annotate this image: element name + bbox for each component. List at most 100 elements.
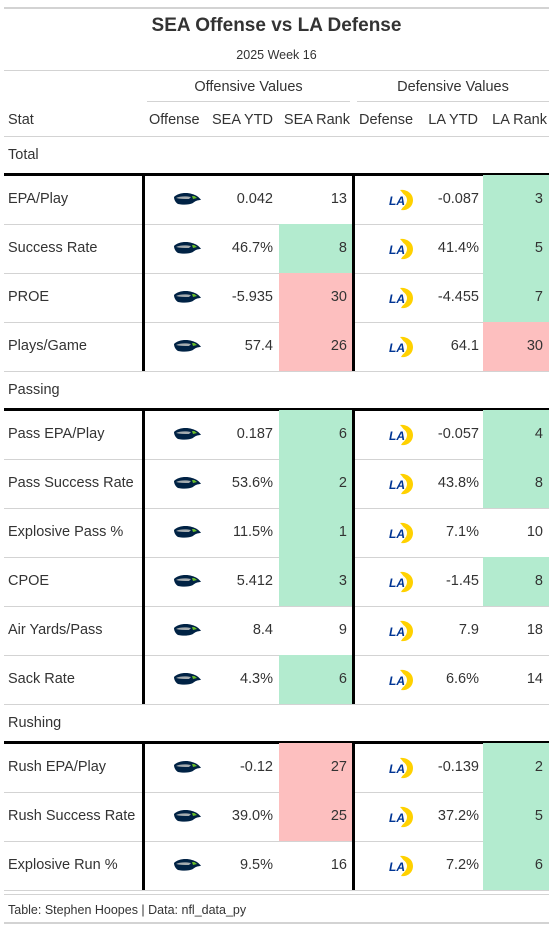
seahawks-logo-icon — [172, 334, 202, 365]
sea-rank-cell: 2 — [279, 459, 353, 508]
sea-ytd-value: 0.042 — [236, 191, 273, 207]
col-defense: Defense — [359, 112, 414, 128]
la-ytd-value: 7.2% — [445, 857, 479, 873]
seahawks-logo-icon — [172, 853, 202, 884]
la-ytd-value: 37.2% — [437, 808, 479, 824]
sea-rank-cell: 26 — [279, 322, 353, 371]
seahawks-logo-icon — [172, 236, 202, 267]
la-ytd-value: -4.455 — [437, 289, 479, 305]
stat-name: Explosive Run % — [8, 857, 118, 873]
seahawks-logo-icon — [172, 422, 202, 453]
la-ytd-value: -1.45 — [445, 573, 479, 589]
table-row: Explosive Run % 9.5% 16 LA 7.2% 6 — [4, 841, 549, 890]
column-divider — [352, 743, 355, 890]
sea-rank-cell: 8 — [279, 224, 353, 273]
stat-name: Sack Rate — [8, 671, 75, 687]
la-ytd-value: -0.087 — [437, 191, 479, 207]
la-rank-value: 5 — [534, 240, 543, 256]
sea-ytd-value: 53.6% — [231, 475, 273, 491]
seahawks-logo-icon — [172, 755, 202, 786]
svg-text:LA: LA — [389, 625, 405, 639]
svg-text:LA: LA — [389, 429, 405, 443]
col-la-ytd: LA YTD — [428, 112, 478, 128]
bottom-rule — [4, 894, 549, 895]
la-rank-value: 4 — [534, 426, 543, 442]
la-rank-cell: 30 — [483, 322, 549, 371]
stat-name: Success Rate — [8, 240, 98, 256]
seahawks-logo-icon — [172, 520, 202, 551]
la-rank-cell: 10 — [483, 508, 549, 557]
sea-ytd-value: 5.412 — [236, 573, 273, 589]
sea-rank-value: 2 — [338, 475, 347, 491]
row-separator — [4, 224, 549, 225]
seahawks-logo-icon — [172, 667, 202, 698]
svg-text:LA: LA — [389, 292, 405, 306]
source-note: Table: Stephen Hoopes | Data: nfl_data_p… — [8, 903, 247, 917]
spanner-offensive: Offensive Values — [194, 79, 303, 95]
stat-name: Air Yards/Pass — [8, 622, 103, 638]
footer-rule — [4, 922, 549, 924]
col-sea-rank: SEA Rank — [283, 112, 350, 128]
la-ytd-value: 7.1% — [445, 524, 479, 540]
la-rank-cell: 7 — [483, 273, 549, 322]
group-label: Total — [8, 147, 39, 163]
stat-name: PROE — [8, 289, 50, 305]
sea-rank-cell: 16 — [279, 841, 353, 890]
la-ytd-value: 64.1 — [450, 338, 479, 354]
svg-text:LA: LA — [389, 860, 405, 874]
sea-rank-value: 26 — [330, 338, 347, 354]
svg-text:LA: LA — [389, 576, 405, 590]
sea-rank-value: 6 — [338, 426, 347, 442]
la-rank-cell: 3 — [483, 175, 549, 224]
table-title: SEA Offense vs LA Defense — [151, 15, 402, 36]
la-rank-cell: 5 — [483, 224, 549, 273]
rams-logo-icon: LA — [386, 285, 416, 316]
rams-logo-icon: LA — [386, 334, 416, 365]
sea-ytd-value: 46.7% — [231, 240, 273, 256]
sea-rank-cell: 25 — [279, 792, 353, 841]
la-rank-cell: 5 — [483, 792, 549, 841]
col-offense: Offense — [149, 112, 200, 128]
table-row: Air Yards/Pass 8.4 9 LA 7.9 18 — [4, 606, 549, 655]
seahawks-logo-icon — [172, 569, 202, 600]
rams-logo-icon: LA — [386, 804, 416, 835]
rams-logo-icon: LA — [386, 755, 416, 786]
svg-text:LA: LA — [389, 478, 405, 492]
sea-ytd-value: 0.187 — [236, 426, 273, 442]
top-rule — [4, 7, 549, 9]
col-stat: Stat — [8, 112, 34, 128]
seahawks-logo-icon — [172, 187, 202, 218]
column-divider — [352, 410, 355, 704]
la-rank-value: 5 — [534, 808, 543, 824]
stat-name: Pass EPA/Play — [8, 426, 105, 442]
sea-rank-cell: 1 — [279, 508, 353, 557]
table-row: Success Rate 46.7% 8 LA 41.4% 5 — [4, 224, 549, 273]
stat-name: Plays/Game — [8, 338, 87, 354]
row-separator — [4, 322, 549, 323]
rams-logo-icon: LA — [386, 471, 416, 502]
spanner-defensive: Defensive Values — [397, 79, 509, 95]
group-divider — [4, 173, 549, 176]
sea-ytd-value: 9.5% — [239, 857, 273, 873]
rams-logo-icon: LA — [386, 618, 416, 649]
svg-text:LA: LA — [389, 762, 405, 776]
la-rank-cell: 14 — [483, 655, 549, 704]
svg-text:LA: LA — [389, 194, 405, 208]
rams-logo-icon: LA — [386, 520, 416, 551]
row-separator — [4, 459, 549, 460]
la-rank-cell: 8 — [483, 557, 549, 606]
la-rank-value: 6 — [534, 857, 543, 873]
la-ytd-value: 41.4% — [437, 240, 479, 256]
spanner-offensive-rule — [147, 101, 350, 102]
la-rank-value: 7 — [534, 289, 543, 305]
la-rank-value: 3 — [534, 191, 543, 207]
column-divider — [142, 175, 145, 371]
sea-rank-value: 25 — [330, 808, 347, 824]
sea-rank-cell: 9 — [279, 606, 353, 655]
rams-logo-icon: LA — [386, 569, 416, 600]
sea-ytd-value: 8.4 — [252, 622, 273, 638]
la-ytd-value: 43.8% — [437, 475, 479, 491]
table-row: Sack Rate 4.3% 6 LA 6.6% 14 — [4, 655, 549, 704]
sea-ytd-value: 57.4 — [244, 338, 273, 354]
